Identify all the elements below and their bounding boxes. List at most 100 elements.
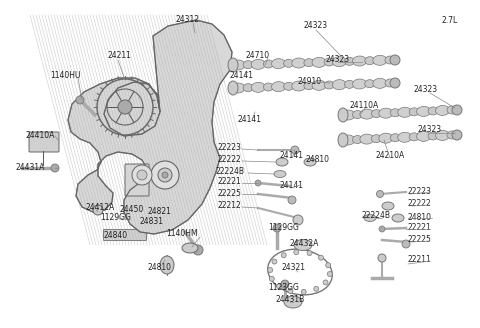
Polygon shape: [68, 20, 232, 234]
Circle shape: [326, 263, 331, 268]
Ellipse shape: [373, 78, 387, 88]
Ellipse shape: [338, 108, 348, 122]
Ellipse shape: [373, 55, 387, 65]
Ellipse shape: [398, 132, 412, 142]
Text: 22224B: 22224B: [362, 212, 391, 220]
Ellipse shape: [276, 158, 288, 166]
Ellipse shape: [379, 108, 393, 118]
Text: 22211: 22211: [407, 256, 431, 264]
Text: 24450: 24450: [120, 206, 144, 215]
Circle shape: [51, 164, 59, 172]
Ellipse shape: [294, 239, 312, 251]
Ellipse shape: [428, 132, 438, 140]
FancyBboxPatch shape: [104, 230, 146, 240]
Circle shape: [390, 55, 400, 65]
Ellipse shape: [324, 58, 334, 66]
Text: 24211: 24211: [108, 51, 132, 60]
Ellipse shape: [292, 58, 306, 68]
Ellipse shape: [417, 131, 431, 141]
Text: 2.7L: 2.7L: [442, 16, 458, 25]
Ellipse shape: [447, 131, 457, 139]
Ellipse shape: [251, 59, 265, 69]
Circle shape: [281, 253, 286, 258]
Text: 24110A: 24110A: [350, 100, 379, 110]
Circle shape: [288, 196, 296, 204]
Text: 22221: 22221: [407, 223, 431, 233]
Ellipse shape: [182, 243, 198, 253]
Text: 24710: 24710: [246, 51, 270, 60]
Circle shape: [272, 259, 277, 264]
Ellipse shape: [272, 59, 286, 69]
Circle shape: [327, 272, 332, 277]
Circle shape: [137, 170, 147, 180]
Circle shape: [390, 78, 400, 88]
Text: 24323: 24323: [326, 55, 350, 65]
Circle shape: [301, 289, 306, 294]
Ellipse shape: [264, 83, 274, 91]
Ellipse shape: [353, 79, 367, 89]
Ellipse shape: [251, 82, 265, 92]
Text: 24141: 24141: [230, 72, 254, 80]
Ellipse shape: [345, 80, 354, 88]
Text: 24210A: 24210A: [376, 152, 405, 160]
FancyBboxPatch shape: [125, 164, 149, 196]
Ellipse shape: [341, 135, 355, 145]
Ellipse shape: [372, 110, 382, 118]
Circle shape: [76, 96, 84, 104]
Text: 24410A: 24410A: [26, 132, 55, 140]
Text: 1140HM: 1140HM: [166, 229, 198, 237]
Circle shape: [268, 268, 273, 273]
Text: 24141: 24141: [280, 152, 304, 160]
Ellipse shape: [312, 57, 326, 67]
Text: 24840: 24840: [104, 231, 128, 239]
Ellipse shape: [435, 105, 450, 115]
Text: 22212: 22212: [218, 201, 242, 211]
Circle shape: [193, 245, 203, 255]
Ellipse shape: [228, 58, 238, 72]
Text: 24312: 24312: [175, 15, 199, 25]
Circle shape: [132, 165, 152, 185]
Circle shape: [255, 180, 261, 186]
Text: 22221: 22221: [218, 177, 242, 187]
Text: 22224B: 22224B: [216, 168, 245, 176]
Ellipse shape: [365, 80, 375, 88]
Text: 22223: 22223: [407, 187, 431, 195]
Ellipse shape: [274, 171, 286, 177]
Text: 1123GG: 1123GG: [268, 282, 299, 292]
Ellipse shape: [379, 133, 393, 143]
Text: 24432A: 24432A: [290, 239, 319, 249]
Ellipse shape: [364, 215, 376, 221]
Ellipse shape: [324, 81, 334, 89]
Ellipse shape: [447, 106, 457, 114]
Circle shape: [378, 254, 386, 262]
Ellipse shape: [385, 56, 395, 64]
Text: 24141: 24141: [280, 181, 304, 191]
Ellipse shape: [390, 109, 400, 117]
Text: 1129GG: 1129GG: [100, 214, 131, 222]
Circle shape: [269, 276, 274, 281]
Ellipse shape: [382, 202, 394, 210]
Circle shape: [452, 105, 462, 115]
Ellipse shape: [360, 134, 374, 144]
Ellipse shape: [304, 59, 314, 67]
Ellipse shape: [365, 57, 375, 65]
Text: 22222: 22222: [407, 199, 431, 209]
Circle shape: [294, 250, 299, 255]
Circle shape: [314, 286, 319, 291]
Text: 24810: 24810: [306, 155, 330, 165]
Ellipse shape: [231, 60, 245, 70]
Ellipse shape: [304, 158, 316, 166]
Ellipse shape: [304, 82, 314, 90]
Circle shape: [93, 205, 103, 215]
Text: 22225: 22225: [218, 189, 242, 197]
Text: 24431B: 24431B: [276, 296, 305, 304]
Ellipse shape: [292, 81, 306, 91]
Circle shape: [273, 224, 281, 232]
Text: 24321: 24321: [282, 263, 306, 273]
Text: 24831: 24831: [140, 217, 164, 227]
Ellipse shape: [409, 133, 419, 141]
Circle shape: [293, 215, 303, 225]
Ellipse shape: [360, 109, 374, 119]
Ellipse shape: [353, 56, 367, 66]
Circle shape: [151, 161, 179, 189]
